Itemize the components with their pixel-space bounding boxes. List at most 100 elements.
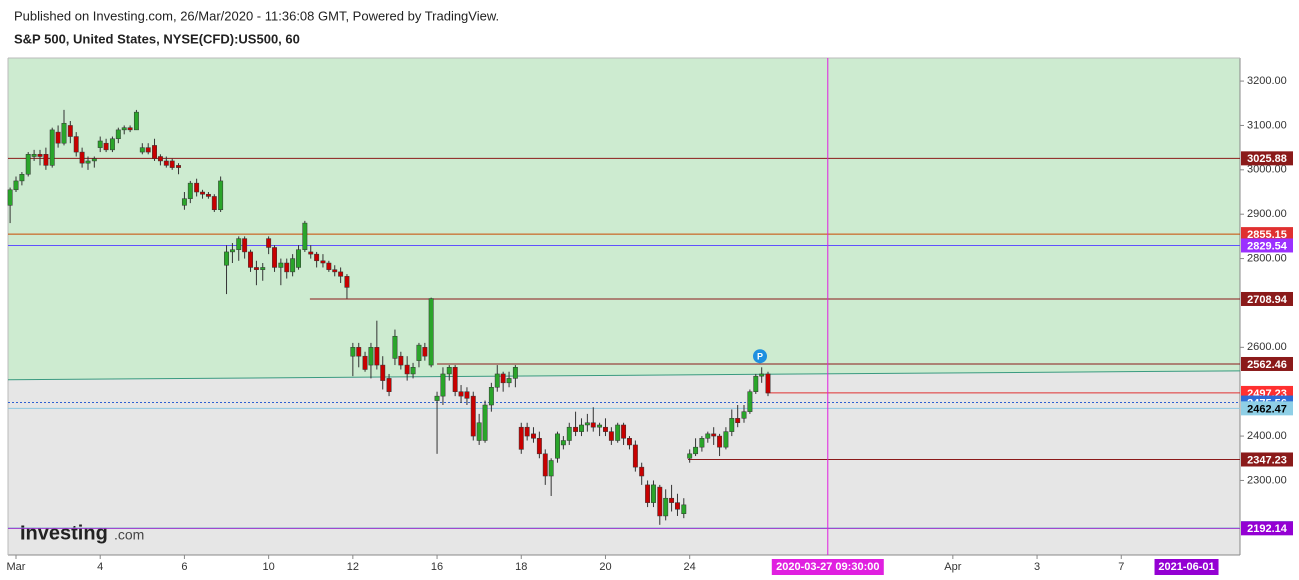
- level-label: 2855.15: [1247, 229, 1287, 241]
- x-tick-label: 20: [599, 561, 611, 573]
- candle-body: [205, 193, 211, 197]
- candle-body: [524, 426, 530, 437]
- level-label: 3025.88: [1247, 153, 1287, 165]
- candle-body: [608, 431, 614, 441]
- annotation-text: P: [757, 352, 763, 362]
- candle-body: [157, 156, 163, 162]
- candle-body: [560, 440, 566, 446]
- candle-body: [440, 373, 446, 397]
- candle-body: [308, 251, 314, 255]
- candle-body: [711, 433, 717, 437]
- level-label-box: [1241, 401, 1293, 416]
- candle-body: [224, 251, 229, 266]
- candle-body: [404, 364, 410, 375]
- candle-body: [194, 182, 200, 193]
- candle-body: [200, 191, 205, 195]
- level-label: 2829.54: [1247, 240, 1288, 252]
- candle-body: [31, 154, 37, 157]
- x-tick-label: 10: [263, 561, 275, 573]
- x-tick-label: 4: [97, 561, 103, 573]
- candle-body: [302, 222, 308, 250]
- candle-body: [49, 129, 55, 166]
- candle-body: [7, 189, 13, 206]
- candle-body: [97, 140, 103, 148]
- level-label-box: [1241, 151, 1293, 166]
- candle-body: [669, 497, 675, 503]
- candle-body: [368, 347, 374, 366]
- candle-body: [176, 165, 181, 168]
- candle-body: [548, 460, 554, 477]
- level-label: 2562.46: [1247, 359, 1287, 371]
- candle-body: [434, 395, 440, 401]
- candle-body: [284, 262, 290, 273]
- marker-label-box: [771, 559, 884, 575]
- candle-body: [229, 249, 235, 253]
- x-tick-label: 3: [1034, 561, 1040, 573]
- candle-body: [735, 418, 741, 424]
- candle-body: [542, 453, 548, 477]
- candle-body: [152, 145, 157, 159]
- candle-body: [380, 364, 386, 381]
- candle-body: [488, 387, 494, 406]
- level-label-box: [1241, 452, 1293, 467]
- candle-body: [19, 174, 25, 182]
- candle-body: [597, 424, 603, 428]
- candle-body: [627, 438, 632, 446]
- candle-body: [428, 298, 434, 366]
- y-tick-label: 2300.00: [1247, 474, 1287, 486]
- candle-body: [91, 158, 97, 162]
- candle-body: [290, 258, 296, 273]
- marker-label: 2020-03-27 09:30:00: [776, 561, 879, 573]
- candle-body: [218, 180, 224, 211]
- candle-body: [747, 391, 753, 412]
- y-tick-label: 2900.00: [1247, 208, 1287, 220]
- candle-body: [109, 138, 115, 151]
- candle-body: [717, 435, 723, 448]
- level-label-box: [1241, 291, 1293, 306]
- candle-body: [85, 160, 91, 164]
- x-tick-label: 18: [515, 561, 527, 573]
- candle-body: [590, 422, 596, 428]
- candle-body: [566, 426, 572, 441]
- level-label: 2462.47: [1247, 403, 1287, 415]
- candle-body: [374, 347, 380, 366]
- candle-body: [187, 182, 193, 199]
- candle-body: [320, 260, 326, 264]
- candle-body: [25, 154, 31, 175]
- candle-body: [133, 111, 139, 131]
- candle-body: [573, 426, 579, 432]
- candle-body: [410, 367, 416, 375]
- candle-body: [296, 249, 301, 268]
- candle-body: [272, 247, 277, 268]
- level-label-box: [1241, 521, 1293, 536]
- x-tick-label: Mar: [7, 561, 26, 573]
- candle-body: [350, 347, 356, 357]
- level-label-box: [1241, 227, 1293, 242]
- candle-body: [356, 347, 362, 357]
- candle-body: [344, 276, 350, 288]
- candle-body: [43, 154, 49, 166]
- candle-body: [531, 433, 536, 439]
- candle-body: [253, 267, 259, 270]
- candle-body: [452, 367, 458, 392]
- candle-body: [753, 375, 759, 392]
- candle-body: [145, 147, 151, 153]
- candle-body: [55, 131, 61, 144]
- candle-body: [163, 160, 169, 166]
- candle-body: [139, 147, 145, 153]
- candle-body: [260, 267, 266, 270]
- candle-body: [338, 271, 344, 277]
- candle-body: [278, 262, 284, 268]
- candle-body: [386, 378, 392, 392]
- candle-body: [536, 438, 542, 455]
- candle-body: [13, 180, 19, 191]
- level-label-box: [1241, 238, 1293, 253]
- x-tick-label: 7: [1118, 561, 1124, 573]
- level-label: 2708.94: [1247, 294, 1288, 306]
- candle-body: [211, 196, 217, 211]
- candle-body: [584, 422, 590, 426]
- y-tick-label: 3100.00: [1247, 119, 1287, 131]
- candle-body: [663, 497, 669, 517]
- trendline: [7, 370, 1241, 381]
